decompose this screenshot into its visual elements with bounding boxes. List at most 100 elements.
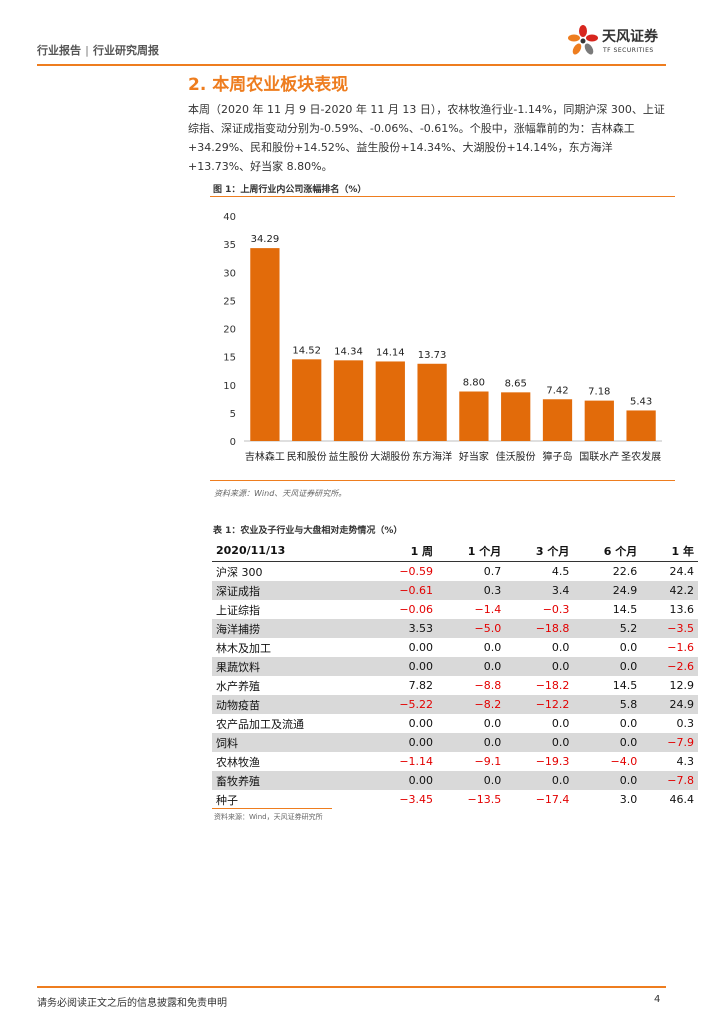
- table-row: 林木及加工 0.00 0.0 0.0 0.0 −1.6: [212, 638, 698, 657]
- report-breadcrumb: 行业报告 | 行业研究周报: [37, 42, 159, 58]
- table-cell: 3.0: [619, 793, 638, 806]
- table-cell: 5.2: [573, 619, 642, 638]
- table-cell: 0.0: [573, 771, 642, 790]
- bar: [333, 360, 364, 441]
- y-tick-label: 10: [223, 381, 236, 392]
- bar: [626, 410, 656, 441]
- table-cell: 0.0: [551, 717, 570, 730]
- table-cell: −18.2: [535, 679, 570, 692]
- table-cell: 0.00: [368, 771, 438, 790]
- flower-logo-icon: [568, 25, 598, 55]
- x-category-label: 獐子岛: [543, 450, 573, 463]
- table-cell: −0.61: [368, 581, 438, 600]
- table-cell: 14.5: [612, 603, 638, 616]
- table-cell: 24.9: [641, 695, 698, 714]
- bar: [542, 399, 573, 441]
- logo-company-name: 天风证券: [602, 29, 658, 45]
- table-cell: −0.06: [399, 603, 434, 616]
- table-cell: −12.2: [505, 695, 574, 714]
- table-row: 动物疫苗 −5.22 −8.2 −12.2 5.8 24.9: [212, 695, 698, 714]
- bar: [292, 359, 322, 441]
- table-cell: 0.00: [368, 733, 438, 752]
- x-category-label: 东方海洋: [412, 450, 452, 463]
- table-cell: 0.00: [408, 717, 434, 730]
- bar-value-label: 14.52: [292, 345, 321, 356]
- logo-english-name: TF SECURITIES: [603, 47, 654, 54]
- table-row-label: 沪深 300: [216, 565, 263, 579]
- table-row-label: 上证综指: [216, 603, 260, 617]
- table-cell: −9.1: [474, 755, 502, 768]
- table-cell: −8.8: [474, 679, 502, 692]
- table-cell: −7.9: [641, 733, 698, 752]
- table-row: 畜牧养殖 0.00 0.0 0.0 0.0 −7.8: [212, 771, 698, 790]
- table-row: 农林牧渔 −1.14 −9.1 −19.3 −4.0 4.3: [212, 752, 698, 771]
- table-row: 果蔬饮料 0.00 0.0 0.0 0.0 −2.6: [212, 657, 698, 676]
- table-cell: 0.0: [619, 641, 638, 654]
- section-paragraph: 本周（2020 年 11 月 9 日-2020 年 11 月 13 日），农林牧…: [188, 103, 665, 173]
- x-category-label: 大湖股份: [370, 450, 410, 463]
- table-cell: −17.4: [535, 793, 570, 806]
- table-row-label: 水产养殖: [216, 679, 260, 693]
- table-cell: 0.0: [573, 657, 642, 676]
- table-cell: 5.8: [573, 695, 642, 714]
- bar: [375, 361, 405, 441]
- table-cell: −2.6: [641, 657, 698, 676]
- footer-divider: [37, 986, 666, 988]
- table-row-label: 动物疫苗: [212, 695, 369, 714]
- bar: [417, 363, 447, 441]
- bar-value-label: 8.80: [463, 378, 485, 389]
- table-cell: 0.3: [676, 717, 695, 730]
- bar-value-label: 8.65: [505, 378, 527, 389]
- x-category-label: 圣农发展: [621, 450, 661, 463]
- bar-value-label: 14.34: [334, 346, 363, 357]
- bar: [250, 248, 280, 441]
- table-cell: 0.0: [437, 771, 506, 790]
- table-row: 水产养殖 7.82 −8.8 −18.2 14.5 12.9: [212, 676, 698, 695]
- table-cell: 24.4: [669, 565, 695, 578]
- table-row-label: 林木及加工: [216, 641, 271, 655]
- table-cell: 0.7: [483, 565, 502, 578]
- table-cell: −19.3: [535, 755, 570, 768]
- table-cell: 0.0: [505, 657, 574, 676]
- y-tick-label: 35: [223, 240, 236, 251]
- table-cell: 13.6: [669, 603, 695, 616]
- table-cell: 24.9: [573, 581, 642, 600]
- table-cell: −3.45: [399, 793, 434, 806]
- bar: [584, 400, 614, 441]
- table-source-note: 资料来源：Wind，天风证券研究所: [214, 813, 323, 821]
- table-row: 海洋捕捞 3.53 −5.0 −18.8 5.2 −3.5: [212, 619, 698, 638]
- x-category-label: 益生股份: [329, 450, 369, 463]
- bar-value-label: 13.73: [418, 350, 447, 361]
- footer-disclaimer: 请务必阅读正文之后的信息披露和免责申明: [37, 998, 227, 1009]
- table-cell: 0.0: [437, 733, 506, 752]
- table-row-label: 深证成指: [212, 581, 369, 600]
- bar-value-label: 7.18: [588, 387, 610, 398]
- x-category-label: 吉林森工: [245, 450, 285, 463]
- x-category-label: 民和股份: [287, 451, 327, 463]
- table-cell: 0.0: [483, 641, 502, 654]
- y-tick-label: 0: [230, 437, 236, 448]
- header-divider: [37, 64, 666, 66]
- table-cell: 4.3: [676, 755, 695, 768]
- figure-top-rule: [210, 196, 675, 197]
- bar-value-label: 7.42: [546, 385, 568, 396]
- table-column-header: 2020/11/13: [212, 540, 369, 562]
- table-row-label: 果蔬饮料: [212, 657, 369, 676]
- table-cell: 0.3: [437, 581, 506, 600]
- table-cell: 7.82: [408, 679, 434, 692]
- x-category-label: 佳沃股份: [496, 450, 536, 463]
- y-tick-label: 30: [223, 268, 236, 279]
- table-cell: 42.2: [641, 581, 698, 600]
- table-cell: 22.6: [612, 565, 638, 578]
- table-cell: 0.0: [437, 657, 506, 676]
- table-column-header: 1 周: [368, 540, 438, 562]
- table-row-label: 农林牧渔: [216, 755, 260, 769]
- table-cell: −0.3: [542, 603, 570, 616]
- table-cell: −4.0: [610, 755, 638, 768]
- table-cell: −5.0: [437, 619, 506, 638]
- y-tick-label: 15: [223, 353, 236, 364]
- table-row-label: 种子: [216, 793, 238, 807]
- table-cell: −1.6: [667, 641, 694, 654]
- y-tick-label: 5: [230, 409, 236, 420]
